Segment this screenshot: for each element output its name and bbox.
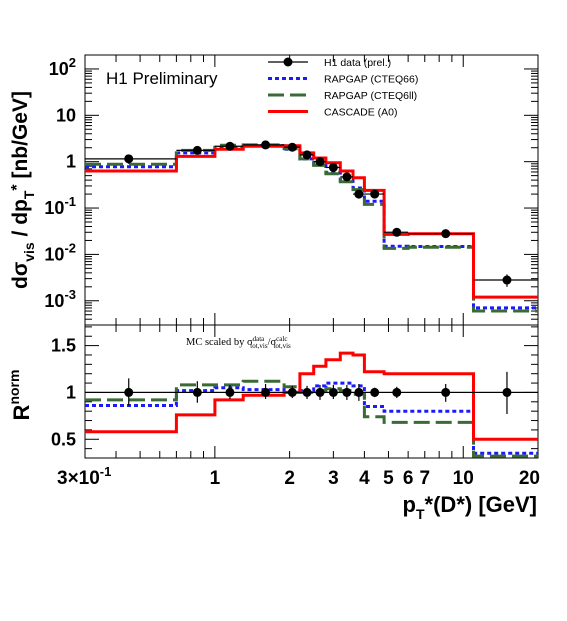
legend-label: RAPGAP (CTEQ6ll) [324, 90, 417, 102]
x-tick-label: 10 [453, 468, 474, 489]
series-rapgap-cteq66- [85, 381, 538, 455]
x-tick-label: 6 [403, 468, 414, 489]
x-axis-title: pT*(D*) [GeV] [403, 492, 537, 522]
y-tick-label: 1 [66, 152, 76, 172]
data-point [315, 387, 325, 397]
series-cascade-a0- [85, 144, 538, 299]
x-tick-label: 3 [328, 468, 339, 489]
data-point [354, 387, 364, 397]
series-cascade-a0- [85, 351, 538, 441]
y-tick-label: 10-1 [44, 194, 76, 218]
data-point [261, 140, 271, 150]
y-axis-title: Rnorm [6, 370, 34, 421]
data-point [124, 154, 134, 164]
x-tick-label: 7 [419, 468, 430, 489]
x-tick-label: 2 [284, 468, 295, 489]
ratio-annotation: MC scaled by σdata tot,vis/σcalc tot,vis [186, 335, 291, 350]
y-tick-label: 10-2 [44, 240, 76, 264]
x-tick-label: 20 [519, 468, 540, 489]
data-point [342, 387, 352, 397]
data-point [124, 387, 134, 397]
data-point [302, 387, 312, 397]
data-point [441, 387, 451, 397]
data-point [328, 162, 338, 172]
x-tick-label: 5 [383, 468, 394, 489]
data-point [354, 189, 364, 199]
data-point [328, 387, 338, 397]
y-tick-label: 0.5 [51, 429, 76, 449]
y-axis-title: dσvis / dpT* [nb/GeV] [9, 91, 37, 289]
data-point [502, 387, 512, 397]
data-point [225, 141, 235, 151]
data-point [370, 189, 380, 199]
data-point [225, 387, 235, 397]
top-panel: 102 10 1 10-1 10-2 10-3 H1 data (prel.) RAPGAP … [9, 54, 539, 326]
chart-label: H1 Preliminary [106, 69, 218, 88]
legend: H1 data (prel.) RAPGAP (CTEQ66) RAPGAP (CT… [268, 57, 418, 119]
legend-label: RAPGAP (CTEQ66) [324, 74, 418, 86]
top-frame [84, 54, 539, 326]
data-point [342, 172, 352, 182]
data-point [441, 229, 451, 239]
ratio-panel: 0.5 1 1.5 3×10-1 1 2 3 4 5 6 7 10 20 Rnorm MC scaled b… [6, 324, 540, 522]
y-tick-label: 10 [56, 105, 76, 125]
x-tick-label: 4 [359, 468, 370, 489]
legend-label: H1 data (prel.) [324, 57, 391, 69]
data-point [287, 387, 297, 397]
x-tick-label: 1 [210, 468, 221, 489]
data-point [261, 387, 271, 397]
legend-label: CASCADE (A0) [324, 107, 398, 119]
data-point [287, 142, 297, 152]
data-point [502, 275, 512, 285]
data-point [192, 145, 202, 155]
y-tick-label: 1 [66, 382, 76, 402]
y-tick-label: 1.5 [51, 336, 76, 356]
x-tick-label: 3×10-1 [57, 464, 111, 489]
data-point [392, 387, 402, 397]
data-point [315, 157, 325, 167]
y-tick-label: 10-3 [44, 287, 76, 311]
series-rapgap-cteq6ll- [85, 379, 538, 458]
y-tick-label: 102 [49, 55, 76, 79]
legend-swatch-marker [283, 57, 293, 67]
data-point [392, 227, 402, 237]
data-point [302, 150, 312, 160]
data-point [192, 387, 202, 397]
data-point [370, 387, 380, 397]
ratio-frame [84, 324, 539, 459]
